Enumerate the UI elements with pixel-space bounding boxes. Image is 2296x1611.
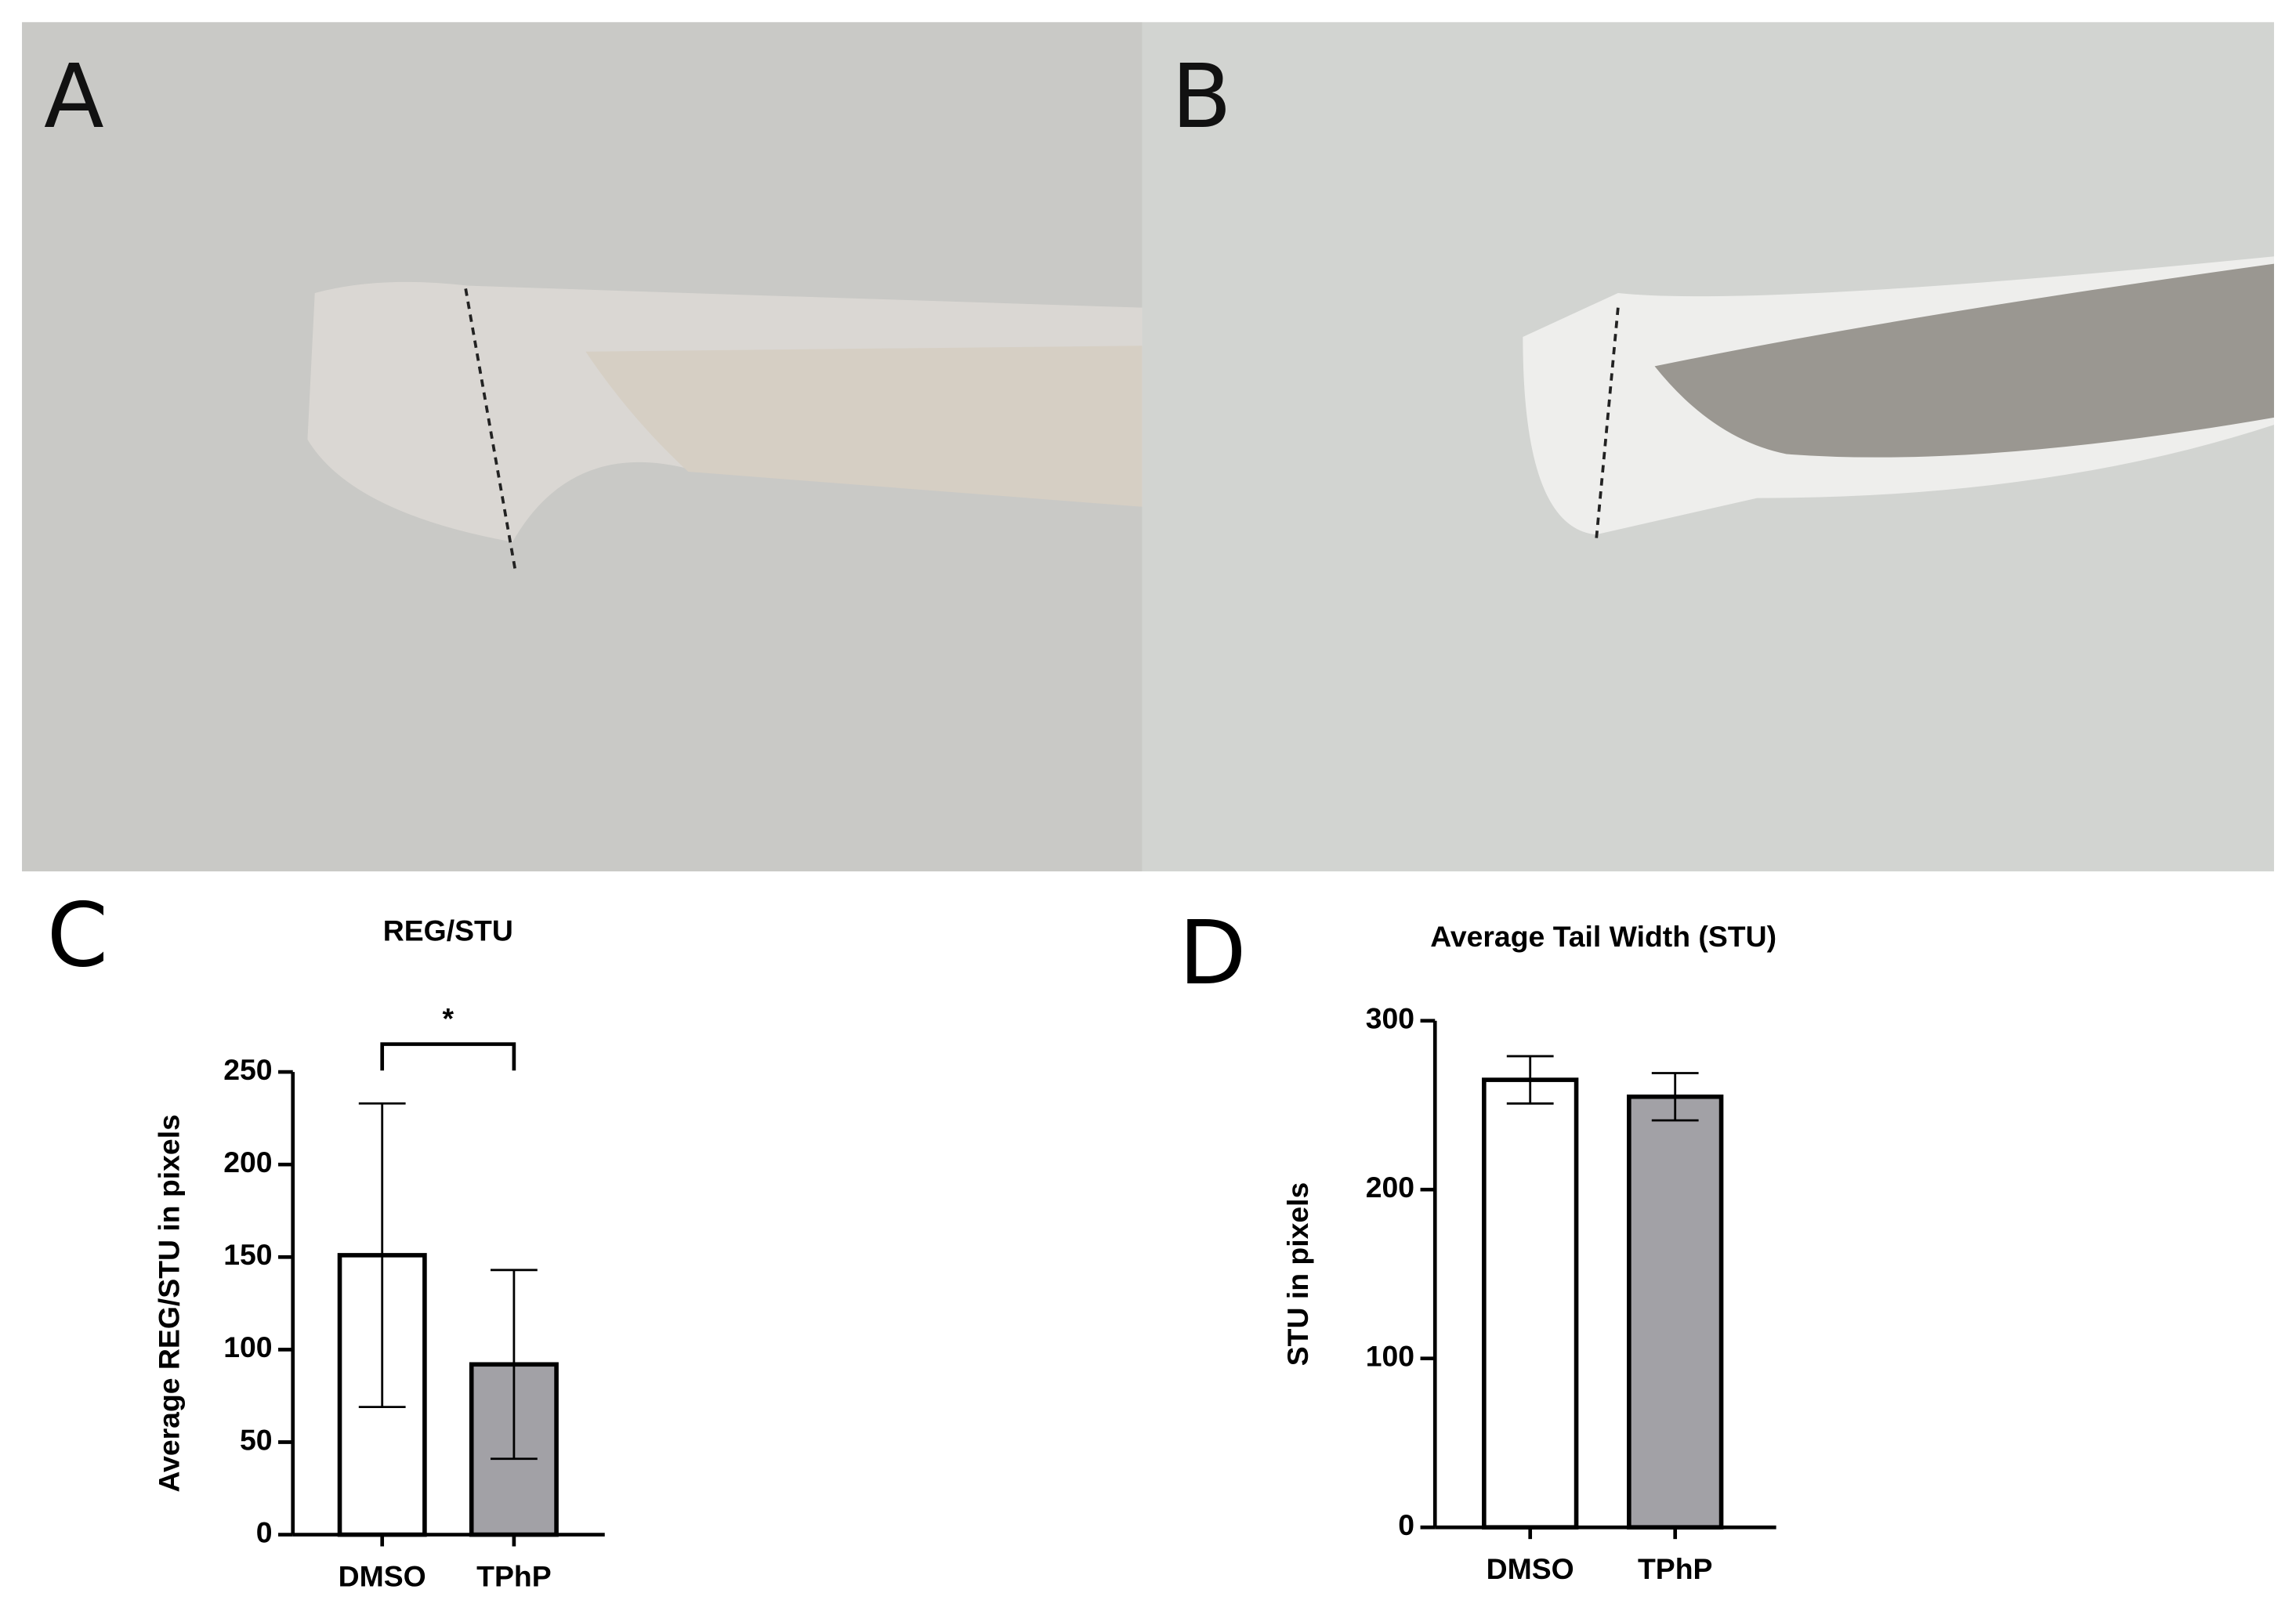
- y-tick-label: 250: [223, 1053, 272, 1086]
- significance-label: *: [443, 1002, 454, 1035]
- chart-title: REG/STU: [383, 914, 513, 947]
- y-tick-label: 100: [1366, 1340, 1414, 1373]
- x-tick-label: TPhP: [476, 1560, 551, 1593]
- y-tick-label: 300: [1366, 1002, 1414, 1035]
- photo-a: [22, 22, 1143, 872]
- y-axis-label: STU in pixels: [1281, 1182, 1314, 1367]
- x-tick-label: TPhP: [1638, 1552, 1712, 1585]
- x-tick-label: DMSO: [339, 1560, 426, 1593]
- panel-label: D: [1179, 903, 1246, 1005]
- y-tick-label: 0: [1398, 1508, 1414, 1541]
- bar: [1482, 1077, 1579, 1530]
- panel-label: A: [44, 46, 104, 148]
- y-tick-label: 50: [240, 1423, 273, 1456]
- panel-label: C: [47, 885, 108, 987]
- y-tick-label: 150: [223, 1238, 272, 1271]
- photo-b: [1142, 22, 2274, 872]
- y-tick-label: 200: [1366, 1171, 1414, 1204]
- chart-title: Average Tail Width (STU): [1430, 920, 1776, 953]
- y-tick-label: 0: [256, 1515, 273, 1548]
- x-tick-label: DMSO: [1487, 1552, 1574, 1585]
- y-tick-label: 100: [223, 1330, 272, 1363]
- panel-label: B: [1172, 46, 1232, 148]
- significance-bracket: [380, 1042, 516, 1071]
- y-axis-label: Average REG/STU in pixels: [153, 1114, 186, 1492]
- y-tick-label: 200: [223, 1146, 272, 1178]
- bar: [1627, 1094, 1724, 1530]
